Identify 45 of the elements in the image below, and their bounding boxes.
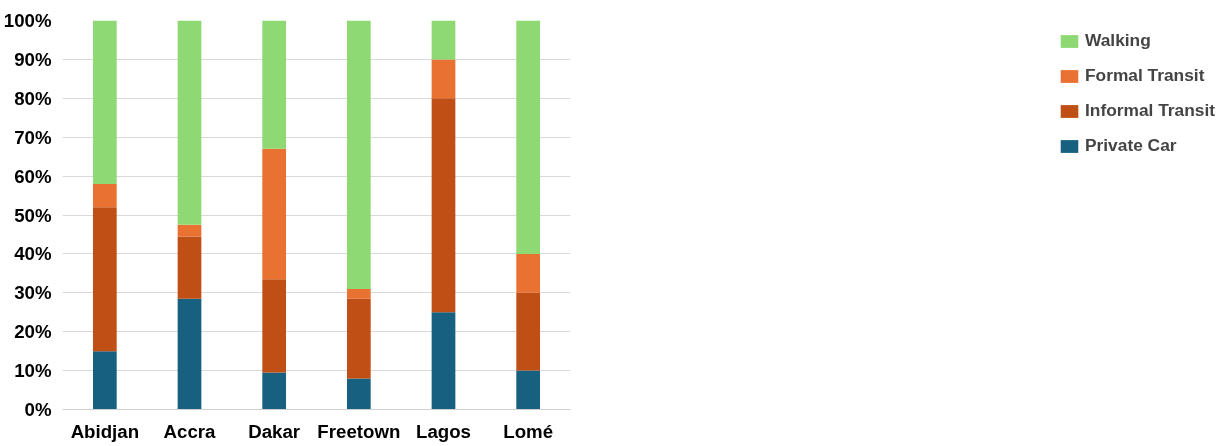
- legend-label: Informal Transit: [1085, 100, 1215, 121]
- bar: [92, 20, 117, 184]
- y-tick-label: 60%: [14, 165, 52, 187]
- y-tick-label: 20%: [14, 321, 52, 343]
- x-tick-label: Lagos: [416, 420, 471, 442]
- x-tick-label: Dakar: [248, 420, 301, 442]
- bar: [262, 148, 287, 280]
- bar: [177, 298, 202, 410]
- bar: [92, 183, 117, 208]
- bar: [346, 378, 371, 410]
- bar: [516, 292, 541, 371]
- bar: [346, 20, 371, 289]
- y-tick-label: 50%: [14, 204, 52, 226]
- bar: [262, 372, 287, 410]
- y-tick-label: 100%: [3, 10, 52, 31]
- legend-label: Formal Transit: [1085, 65, 1205, 86]
- y-tick-label: 80%: [14, 87, 52, 109]
- bar: [92, 207, 117, 352]
- legend-label: Walking: [1085, 30, 1151, 51]
- bar: [262, 279, 287, 373]
- bar: [346, 298, 371, 379]
- x-tick-label: Lomé: [503, 420, 554, 442]
- bar: [516, 370, 541, 410]
- x-tick-label: Abidjan: [70, 420, 140, 442]
- bar: [262, 20, 287, 149]
- x-tick-label: Accra: [163, 420, 217, 442]
- bar: [431, 20, 456, 60]
- bar: [431, 98, 456, 313]
- bar: [92, 351, 117, 410]
- y-tick-label: 10%: [14, 360, 52, 382]
- x-tick-label: Freetown: [317, 420, 401, 442]
- y-tick-label: 0%: [24, 399, 52, 420]
- bar: [516, 253, 541, 293]
- bar: [516, 20, 541, 254]
- y-tick-label: 40%: [14, 243, 52, 265]
- y-tick-label: 90%: [14, 48, 52, 70]
- bar: [431, 312, 456, 410]
- bar: [431, 59, 456, 99]
- bar: [177, 224, 202, 237]
- legend-label: Private Car: [1085, 135, 1177, 156]
- bar: [346, 288, 371, 299]
- y-tick-label: 30%: [14, 282, 52, 304]
- y-tick-label: 70%: [14, 126, 52, 148]
- bar: [177, 20, 202, 225]
- bar: [177, 236, 202, 299]
